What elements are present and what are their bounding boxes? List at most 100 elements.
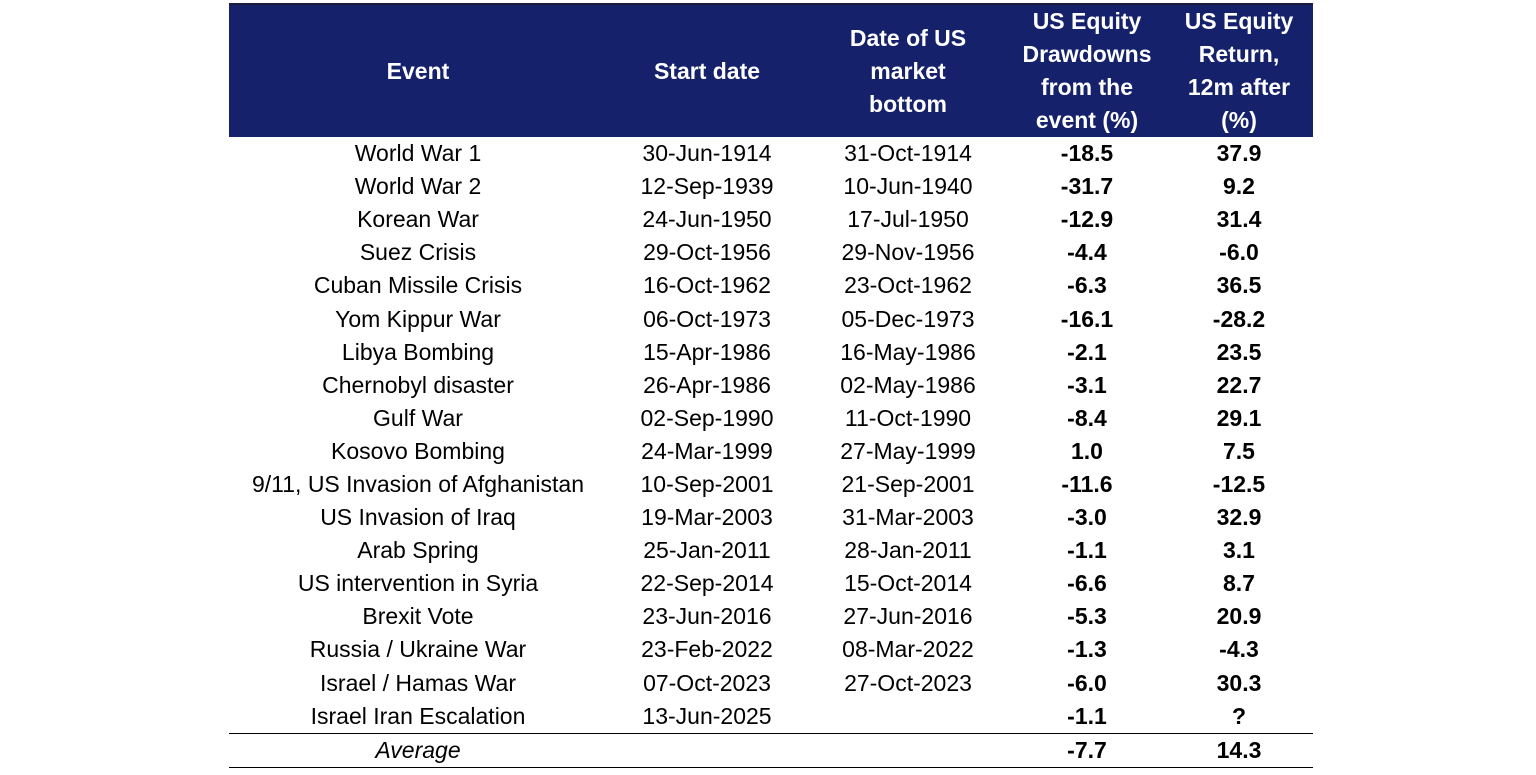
cell-bottom-date: 05-Dec-1973 bbox=[841, 305, 975, 332]
cell-bottom-date: 27-Oct-2023 bbox=[844, 669, 972, 696]
cell-start-date: 29-Oct-1956 bbox=[643, 239, 771, 266]
cell-start-date: 23-Feb-2022 bbox=[641, 636, 773, 663]
cell-return-12m: ? bbox=[1231, 702, 1247, 729]
cell-return-12m: 7.5 bbox=[1223, 437, 1255, 464]
cell-drawdown: -18.5 bbox=[1060, 140, 1114, 167]
cell-return-12m: 9.2 bbox=[1223, 173, 1255, 200]
table-row: Arab Spring 25-Jan-2011 28-Jan-2011 -1.1 3.1 bbox=[229, 534, 1313, 567]
header-line: market bbox=[870, 57, 946, 84]
table-row: Libya Bombing 15-Apr-1986 16-May-1986 -2.1 2… bbox=[229, 336, 1313, 369]
cell-return-12m: 23.5 bbox=[1216, 338, 1262, 365]
cell-return-12m: 30.3 bbox=[1216, 669, 1262, 696]
cell-drawdown: -11.6 bbox=[1061, 470, 1113, 497]
cell-return-12m: 8.7 bbox=[1223, 570, 1255, 597]
table-row: World War 2 12-Sep-1939 10-Jun-1940 -31.7 9.… bbox=[229, 170, 1313, 203]
table-row: US Invasion of Iraq 19-Mar-2003 31-Mar-200… bbox=[229, 501, 1313, 534]
header-drawdown: US Equity Drawdowns from the event (%) bbox=[1009, 3, 1165, 137]
geopolitical-events-table: Event Start date Date of US market bottom … bbox=[229, 3, 1313, 768]
cell-event: 9/11, US Invasion of Afghanistan bbox=[251, 470, 585, 497]
table-row: Israel Iran Escalation 13-Jun-2025 -1.1? bbox=[229, 700, 1313, 734]
cell-drawdown: -6.0 bbox=[1067, 669, 1107, 696]
table-row: US intervention in Syria 22-Sep-2014 15-Oc… bbox=[229, 567, 1313, 600]
cell-event: World War 1 bbox=[354, 140, 482, 167]
cell-event: Gulf War bbox=[373, 404, 463, 431]
cell-start-date: 30-Jun-1914 bbox=[642, 140, 772, 167]
cell-return-12m: 31.4 bbox=[1216, 206, 1262, 233]
cell-start-date: 12-Sep-1939 bbox=[640, 173, 774, 200]
cell-event: Suez Crisis bbox=[359, 239, 477, 266]
cell-return-12m: -6.0 bbox=[1219, 239, 1259, 266]
header-line: Drawdowns bbox=[1022, 41, 1152, 67]
cell-bottom-date: 11-Oct-1990 bbox=[844, 404, 972, 431]
cell-bottom-date: 27-Jun-2016 bbox=[843, 603, 973, 630]
cell-drawdown: -4.4 bbox=[1067, 239, 1107, 266]
cell-start-date: 10-Sep-2001 bbox=[640, 470, 774, 497]
header-line: US Equity bbox=[1184, 8, 1294, 34]
table-row: Kosovo Bombing 24-Mar-1999 27-May-1999 1.0 7… bbox=[229, 435, 1313, 468]
cell-drawdown: -31.7 bbox=[1060, 173, 1114, 200]
cell-event: Cuban Missile Crisis bbox=[313, 272, 523, 299]
average-return: 14.3 bbox=[1165, 732, 1313, 768]
cell-drawdown: -12.9 bbox=[1060, 206, 1114, 233]
cell-bottom-date: 17-Jul-1950 bbox=[847, 206, 969, 233]
cell-event: World War 2 bbox=[354, 173, 482, 200]
cell-drawdown: -3.0 bbox=[1067, 504, 1107, 531]
header-return-12m: US Equity Return, 12m after (%) bbox=[1165, 3, 1313, 137]
cell-event: Russia / Ukraine War bbox=[309, 636, 527, 663]
cell-bottom-date: 31-Oct-1914 bbox=[844, 140, 972, 167]
cell-bottom-date: 27-May-1999 bbox=[840, 437, 976, 464]
cell-start-date: 22-Sep-2014 bbox=[640, 570, 774, 597]
cell-start-date: 15-Apr-1986 bbox=[643, 338, 771, 365]
average-drawdown: -7.7 bbox=[1009, 732, 1165, 768]
header-line: bottom bbox=[869, 90, 947, 117]
average-label: Average bbox=[229, 732, 607, 768]
cell-drawdown: -1.3 bbox=[1067, 636, 1107, 663]
cell-start-date: 16-Oct-1962 bbox=[643, 272, 771, 299]
header-bottom-date: Date of US market bottom bbox=[807, 3, 1009, 137]
cell-bottom-date: 02-May-1986 bbox=[840, 371, 976, 398]
cell-bottom-date bbox=[807, 700, 1009, 734]
cell-return-12m: 37.9 bbox=[1216, 140, 1262, 167]
cell-bottom-date: 29-Nov-1956 bbox=[841, 239, 975, 266]
cell-event: Chernobyl disaster bbox=[322, 371, 514, 398]
cell-bottom-date: 23-Oct-1962 bbox=[844, 272, 972, 299]
cell-return-12m: 3.1 bbox=[1223, 537, 1255, 564]
cell-event: Arab Spring bbox=[357, 537, 479, 564]
cell-drawdown: -6.3 bbox=[1067, 272, 1107, 299]
cell-bottom-date: 31-Mar-2003 bbox=[842, 504, 974, 531]
cell-return-12m: -12.5 bbox=[1212, 470, 1266, 497]
table-row: Korean War 24-Jun-1950 17-Jul-1950 -12.9 31.… bbox=[229, 203, 1313, 236]
cell-event: Brexit Vote bbox=[362, 603, 474, 630]
cell-event: Israel / Hamas War bbox=[320, 669, 516, 696]
cell-return-12m: 29.1 bbox=[1216, 404, 1262, 431]
header-row: Event Start date Date of US market bottom … bbox=[229, 3, 1313, 137]
cell-start-date: 02-Sep-1990 bbox=[640, 404, 774, 431]
cell-start-date: 23-Jun-2016 bbox=[642, 603, 772, 630]
header-event: Event bbox=[229, 3, 607, 137]
cell-event: Kosovo Bombing bbox=[331, 437, 505, 464]
cell-event: Israel Iran Escalation bbox=[310, 702, 526, 729]
geopolitical-events-table-container: Event Start date Date of US market bottom … bbox=[229, 3, 1313, 768]
cell-return-12m: 32.9 bbox=[1216, 504, 1262, 531]
cell-drawdown: -2.1 bbox=[1067, 338, 1107, 365]
table-row: Russia / Ukraine War 23-Feb-2022 08-Mar-20… bbox=[229, 633, 1313, 666]
cell-bottom-date: 21-Sep-2001 bbox=[841, 470, 975, 497]
table-row: Cuban Missile Crisis 16-Oct-1962 23-Oct-19… bbox=[229, 269, 1313, 302]
table-row: 9/11, US Invasion of Afghanistan 10-Sep-2… bbox=[229, 468, 1313, 501]
cell-return-12m: 20.9 bbox=[1216, 603, 1262, 630]
cell-drawdown: -1.1 bbox=[1067, 537, 1107, 564]
cell-return-12m: -28.2 bbox=[1212, 305, 1266, 332]
average-bottom bbox=[807, 732, 1009, 768]
cell-event: Yom Kippur War bbox=[335, 305, 501, 332]
cell-return-12m: 22.7 bbox=[1216, 371, 1262, 398]
cell-drawdown: -5.3 bbox=[1067, 603, 1107, 630]
table-row: World War 1 30-Jun-1914 31-Oct-1914 -18.5 37… bbox=[229, 137, 1313, 170]
cell-bottom-date: 10-Jun-1940 bbox=[843, 173, 973, 200]
cell-bottom-date: 08-Mar-2022 bbox=[842, 636, 974, 663]
cell-bottom-date: 16-May-1986 bbox=[840, 338, 976, 365]
header-line: 12m after bbox=[1187, 74, 1291, 100]
cell-drawdown: 1.0 bbox=[1071, 437, 1103, 464]
table-row: Suez Crisis 29-Oct-1956 29-Nov-1956 -4.4 -6.… bbox=[229, 236, 1313, 269]
table-row: Gulf War 02-Sep-1990 11-Oct-1990 -8.4 29.1 bbox=[229, 402, 1313, 435]
cell-event: US intervention in Syria bbox=[297, 570, 539, 597]
